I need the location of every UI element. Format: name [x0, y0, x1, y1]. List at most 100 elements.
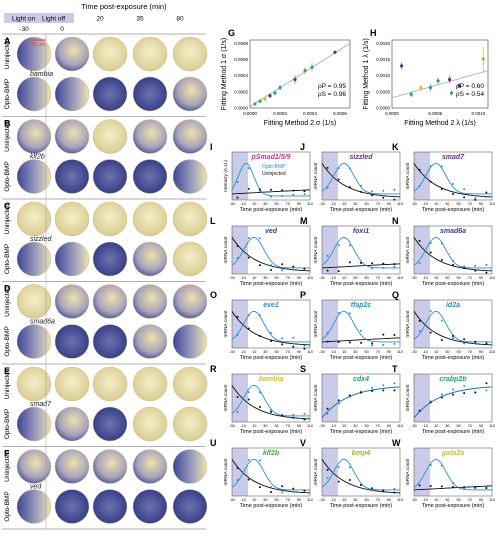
light-on-band — [4, 13, 74, 23]
opto-point — [236, 478, 239, 481]
opto-point — [337, 402, 340, 405]
x-axis-label: Fitting Method 2 λ (1/s) — [404, 120, 476, 127]
data-point — [481, 57, 485, 61]
plot-frame — [321, 299, 401, 349]
y-axis-label: mRNA count — [223, 458, 229, 486]
x-tick-label: -10 — [330, 276, 336, 280]
embryo-image — [16, 36, 52, 72]
embryo-image — [92, 489, 128, 524]
x-tick-label: 70 — [376, 498, 380, 502]
x-tick-label: -30 — [319, 498, 325, 502]
data-point — [333, 50, 337, 54]
light-band — [414, 226, 430, 274]
gene-title: id2a — [446, 302, 460, 309]
plot-frame — [321, 447, 401, 497]
plot-frame — [413, 151, 493, 201]
embryo-image — [92, 366, 128, 402]
x-tick-label: -30 — [229, 202, 235, 206]
stat-pearson: ρP = 0.95 — [318, 83, 346, 90]
x-tick-label: 30 — [353, 276, 357, 280]
uninjected-point — [371, 194, 374, 197]
gene-title: eve1 — [263, 302, 279, 309]
uninjected-point — [281, 485, 284, 488]
data-point — [400, 64, 404, 68]
uninjected-point — [326, 469, 329, 472]
uninjected-point — [452, 393, 454, 396]
x-tick-label: 50 — [364, 202, 368, 206]
x-axis-label: Time post-exposure (min) — [330, 503, 393, 509]
embryo-image — [172, 241, 208, 277]
data-point — [457, 83, 461, 88]
opto-point — [281, 337, 284, 340]
uninjected-point — [236, 244, 239, 247]
uninjected-point — [348, 341, 351, 344]
x-tick-label: -30 — [411, 350, 417, 354]
x-tick-label: 30 — [353, 424, 357, 428]
time-label: 35 — [136, 16, 144, 23]
opto-point — [371, 489, 374, 492]
opto-point — [485, 389, 488, 392]
opto-point — [270, 264, 272, 267]
light-band — [414, 300, 430, 348]
x-tick-label: 70 — [376, 202, 380, 206]
embryo-image — [54, 201, 90, 237]
x-tick-label: 10 — [342, 276, 346, 280]
panel-letter: M — [300, 216, 308, 226]
plot-frame — [321, 225, 401, 275]
uninjected-point — [270, 491, 272, 494]
x-tick-label: 30 — [445, 350, 449, 354]
x-tick-label: 50 — [456, 498, 460, 502]
embryo-image — [16, 241, 52, 277]
gene-title: smad7 — [442, 154, 465, 161]
opto-curve — [231, 384, 310, 417]
y-axis-label: mRNA count — [223, 310, 229, 338]
opto-point — [382, 343, 385, 346]
data-point — [268, 94, 272, 98]
uninjected-point — [236, 315, 239, 318]
uninjected-point — [303, 347, 306, 350]
plot-frame — [413, 447, 493, 497]
opto-point — [418, 261, 421, 264]
y-axis-label: Fitting Method 1 λ (1/s) — [363, 38, 370, 110]
uninjected-point — [418, 239, 421, 242]
opto-point — [452, 260, 454, 263]
uninjected-point — [281, 189, 284, 192]
embryo-image — [54, 489, 90, 524]
row-label: Opto-BMP — [4, 491, 11, 521]
opto-point — [326, 186, 329, 189]
opto-point — [303, 412, 306, 415]
uninjected-point — [418, 319, 421, 322]
x-axis-label: Time post-exposure (min) — [330, 207, 393, 213]
y-axis-label: Fitting Method 1 σ (1/s) — [221, 38, 228, 110]
plot-frame — [231, 151, 311, 201]
embryo-image — [132, 406, 168, 442]
x-tick-label: -30 — [319, 276, 325, 280]
uninjected-point — [418, 484, 421, 487]
uninjected-point — [247, 187, 250, 190]
x-tick-label: 50 — [364, 350, 368, 354]
uninjected-point — [485, 271, 488, 274]
embryo-image — [16, 406, 52, 442]
x-tick-label: -10 — [422, 350, 428, 354]
uninjected-point — [429, 401, 432, 404]
opto-point — [371, 344, 374, 347]
time-label: -30 — [19, 26, 29, 33]
uninjected-point — [371, 342, 374, 345]
y-axis-label: mRNA count — [313, 310, 319, 338]
embryo-image — [54, 76, 90, 112]
uninjected-point — [337, 270, 340, 273]
x-tick-label: 70 — [376, 424, 380, 428]
x-tick-label: 70 — [468, 350, 472, 354]
x-tick-label: 90 — [297, 276, 301, 280]
x-tick-label: 90 — [479, 276, 483, 280]
opto-point — [270, 486, 272, 489]
opto-point — [247, 237, 250, 240]
embryo-image — [132, 366, 168, 402]
y-axis-label: mRNA count — [313, 162, 319, 190]
uninjected-curve — [231, 189, 311, 195]
embryo-image — [54, 284, 90, 319]
uninjected-point — [292, 189, 295, 192]
opto-point — [326, 412, 329, 415]
legend-opto: Opto-BMP — [262, 164, 286, 170]
uninjected-point — [281, 263, 284, 266]
